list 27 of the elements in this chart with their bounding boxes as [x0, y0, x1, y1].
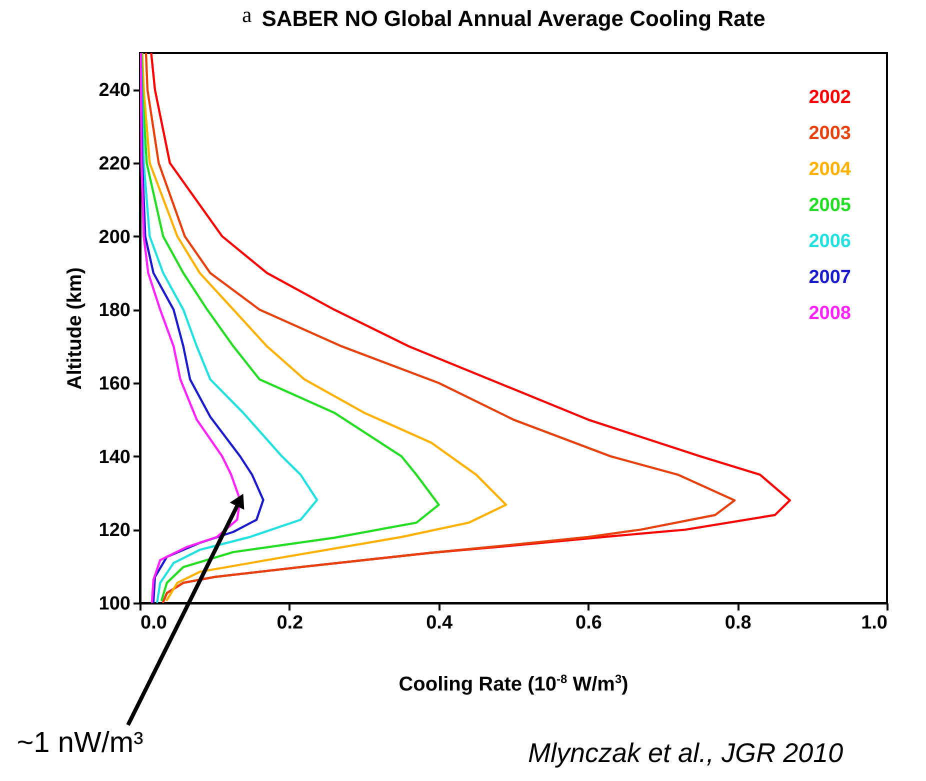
- y-tick-label: 180: [98, 300, 130, 322]
- y-tick-label: 240: [98, 80, 130, 102]
- y-tick-label: 100: [98, 594, 130, 614]
- x-tick-label: 1.0: [861, 612, 888, 634]
- text: 2007: [808, 267, 851, 288]
- text: Mlynczak et al., JGR 2010: [528, 738, 844, 769]
- text: 2004: [808, 159, 852, 180]
- y-tick-label: 220: [98, 154, 130, 174]
- x-tick-label: 0.2: [276, 612, 304, 634]
- x-tick-label: 0.4: [426, 612, 453, 634]
- y-axis-title: Altitude (km): [64, 267, 86, 390]
- x-tick-label: 0.6: [575, 612, 602, 634]
- text: 2008: [808, 303, 851, 324]
- chart-title: SABER NO Global Annual Average Cooling Rate: [262, 6, 766, 31]
- text: 2002: [808, 87, 851, 108]
- y-tick-label: 140: [98, 446, 130, 468]
- y-tick-label: 120: [98, 520, 130, 542]
- x-tick-label: 0.8: [724, 612, 752, 634]
- x-axis-title: Cooling Rate (10$^{-8}$ W/m$^{3}$): [398, 672, 628, 697]
- x-tick-label: 0.0: [140, 612, 167, 634]
- annotation: ~1 nW/m³: [16, 727, 144, 759]
- text: 2006: [808, 231, 851, 252]
- text: a: [242, 2, 252, 28]
- y-tick-label: 160: [98, 374, 130, 394]
- text: 2003: [808, 123, 851, 144]
- text: 2005: [808, 195, 852, 216]
- y-tick-label: 200: [98, 226, 130, 248]
